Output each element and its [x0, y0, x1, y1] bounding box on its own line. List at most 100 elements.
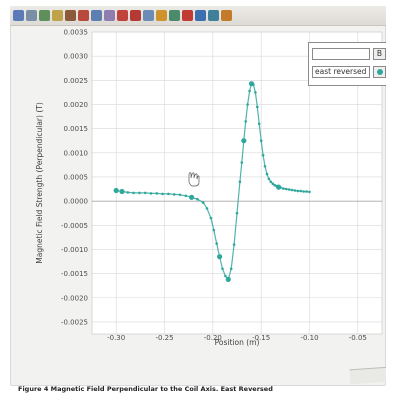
data-point[interactable] [287, 188, 291, 191]
data-point[interactable] [149, 192, 153, 195]
data-point[interactable] [238, 180, 242, 184]
data-point[interactable] [217, 254, 223, 260]
y-tick-label: -0.0010 [61, 246, 88, 254]
data-point[interactable] [254, 91, 257, 94]
y-axis-label: Magnetic Field Strength (Perpendicular) … [35, 102, 44, 264]
x-axis-label: Position (m) [215, 338, 260, 347]
y-tick-label: 0.0005 [64, 173, 89, 181]
data-point[interactable] [293, 189, 297, 192]
data-point[interactable] [229, 267, 233, 271]
data-point[interactable] [290, 188, 294, 192]
graph-icon[interactable] [39, 10, 50, 21]
x-axis[interactable]: -0.30 -0.25 -0.20 -0.15 -0.10 -0.05 [107, 334, 367, 342]
legend-search-input[interactable] [312, 47, 370, 60]
y-tick-label: 0.0015 [64, 125, 89, 133]
y-tick-label: 0.0030 [64, 53, 89, 61]
data-point[interactable] [184, 194, 188, 198]
data-point[interactable] [221, 267, 224, 271]
y-tick-label: 0.0025 [64, 77, 89, 85]
data-point[interactable] [143, 191, 147, 195]
data-point[interactable] [196, 197, 199, 201]
data-point[interactable] [189, 194, 195, 200]
data-point[interactable] [271, 182, 275, 185]
legend-search-button[interactable]: B [373, 47, 386, 60]
sensor-icon[interactable] [52, 10, 63, 21]
data-point[interactable] [232, 243, 236, 246]
stats-icon[interactable] [195, 10, 206, 21]
y-tick-label: -0.0015 [61, 270, 88, 278]
data-point[interactable] [299, 189, 303, 193]
data-point[interactable] [267, 177, 271, 181]
data-point[interactable] [138, 191, 141, 195]
scale-icon[interactable] [91, 10, 102, 21]
data-point[interactable] [261, 153, 265, 157]
x-tick-label: -0.25 [155, 334, 173, 342]
data-point[interactable] [172, 193, 176, 196]
data-point[interactable] [240, 161, 244, 164]
data-point[interactable] [241, 138, 247, 144]
data-point[interactable] [155, 192, 159, 195]
data-point[interactable] [248, 89, 251, 93]
cursor-icon[interactable] [117, 10, 128, 21]
data-point[interactable] [225, 276, 231, 282]
y-axis[interactable]: 0.0035 0.0030 0.0025 0.0020 0.0015 0.0010 0.00… [61, 29, 88, 327]
data-point[interactable] [252, 83, 255, 86]
data-point[interactable] [269, 180, 273, 184]
data-point[interactable] [205, 207, 209, 210]
legend-series-label[interactable]: east reversed [312, 65, 370, 78]
y-tick-label: -0.0005 [61, 222, 88, 230]
x-tick-label: -0.05 [349, 334, 367, 342]
tangent-icon[interactable] [156, 10, 167, 21]
data-series[interactable] [113, 81, 311, 282]
data-point[interactable] [113, 187, 119, 194]
curve-fit-icon[interactable] [143, 10, 154, 21]
zoom-icon[interactable] [104, 10, 115, 21]
x-tick-label: -0.30 [107, 334, 125, 342]
triangle-icon[interactable] [78, 10, 89, 21]
data-point[interactable] [161, 192, 164, 196]
data-point[interactable] [263, 165, 267, 168]
settings-icon[interactable] [221, 10, 232, 21]
data-point[interactable] [244, 120, 247, 123]
data-point[interactable] [178, 193, 182, 197]
delete-icon[interactable] [182, 10, 193, 21]
data-point[interactable] [256, 105, 259, 109]
legend: B east reversed [308, 42, 386, 86]
data-point[interactable] [285, 187, 288, 191]
table-icon[interactable] [26, 10, 37, 21]
data-point[interactable] [246, 103, 249, 106]
pen-icon [349, 366, 386, 385]
grid-icon[interactable] [208, 10, 219, 21]
grid [92, 31, 382, 334]
data-point[interactable] [282, 187, 285, 190]
data-point[interactable] [308, 190, 311, 194]
data-point[interactable] [132, 191, 135, 195]
mouse-cursor-icon [188, 172, 200, 187]
sigma-icon[interactable] [65, 10, 76, 21]
data-point[interactable] [296, 189, 300, 193]
text-a-icon[interactable] [130, 10, 141, 21]
legend-series-toggle[interactable] [373, 65, 386, 78]
data-point[interactable] [305, 190, 308, 193]
data-point[interactable] [215, 242, 218, 245]
data-point[interactable] [257, 122, 261, 126]
file-icon[interactable] [13, 10, 24, 21]
data-point[interactable] [201, 201, 205, 204]
data-point[interactable] [126, 191, 130, 194]
data-point[interactable] [302, 190, 306, 193]
data-point[interactable] [235, 211, 239, 215]
y-tick-label: 0.0010 [64, 149, 89, 157]
y-tick-label: 0.0020 [64, 101, 89, 109]
data-point[interactable] [212, 228, 216, 232]
figure-caption: Figure 4 Magnetic Field Perpendicular to… [18, 385, 273, 393]
data-point[interactable] [119, 188, 125, 195]
toolbar [10, 6, 386, 26]
data-point[interactable] [265, 172, 269, 176]
data-point[interactable] [224, 274, 227, 278]
data-point[interactable] [279, 186, 282, 189]
integral-icon[interactable] [169, 10, 180, 21]
x-tick-label: -0.20 [204, 334, 222, 342]
data-point[interactable] [209, 216, 213, 220]
data-point[interactable] [259, 139, 263, 142]
data-point[interactable] [167, 192, 170, 196]
